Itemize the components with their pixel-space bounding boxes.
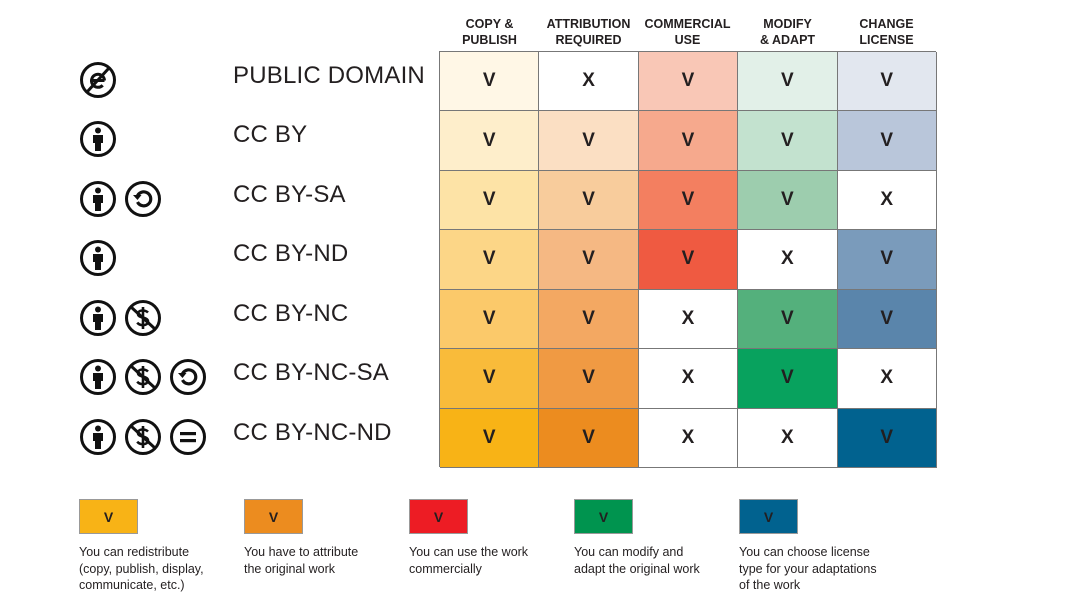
permission-cell: V — [738, 170, 838, 231]
attribution-icon — [79, 239, 117, 277]
column-header: ATTRIBUTION REQUIRED — [546, 17, 631, 47]
permission-cell: V — [440, 230, 540, 290]
license-label: CC BY-NC-ND — [233, 418, 392, 446]
license-icon-group — [79, 238, 117, 278]
no-derivatives-icon — [169, 418, 207, 456]
column-header: MODIFY & ADAPT — [759, 17, 816, 47]
license-icon-group — [79, 119, 117, 159]
non-commercial-icon — [124, 358, 162, 396]
permission-cell: V — [539, 289, 639, 350]
permission-cell: V — [539, 230, 639, 290]
share-alike-icon — [124, 180, 162, 218]
legend-text: You can use the work commercially — [409, 545, 529, 576]
attribution-icon — [79, 418, 117, 456]
permission-cell: X — [738, 230, 838, 290]
permission-cell: V — [638, 111, 739, 171]
permission-cell: X — [738, 408, 838, 468]
permission-cell: V — [638, 170, 739, 231]
permission-cell: V — [837, 52, 937, 112]
attribution-icon — [79, 358, 117, 396]
permission-cell: V — [440, 170, 540, 231]
column-header: CHANGE LICENSE — [859, 17, 914, 47]
legend-text: You have to attribute the original work — [244, 545, 359, 576]
legend-swatch: V — [409, 499, 468, 534]
license-label: PUBLIC DOMAIN — [233, 62, 425, 89]
permission-cell: V — [738, 52, 838, 112]
license-label: CC BY-SA — [233, 180, 346, 208]
permission-cell: V — [638, 52, 739, 112]
permission-cell: V — [837, 408, 937, 468]
license-label: CC BY-ND — [233, 240, 349, 268]
legend-swatch: V — [244, 499, 303, 534]
permission-cell: V — [638, 230, 739, 290]
license-label: CC BY-NC — [233, 299, 349, 327]
license-icon-group — [79, 60, 117, 100]
permission-cell: X — [539, 52, 639, 112]
share-alike-icon — [169, 358, 207, 396]
permission-cell: V — [539, 349, 639, 409]
permission-cell: X — [837, 349, 937, 409]
non-commercial-icon — [124, 418, 162, 456]
attribution-icon — [79, 299, 117, 337]
permission-cell: V — [837, 289, 937, 350]
permission-cell: V — [738, 289, 838, 350]
permission-cell: X — [638, 289, 739, 350]
permission-cell: V — [539, 170, 639, 231]
permission-cell: X — [837, 170, 937, 231]
column-header: COMMERCIAL USE — [644, 17, 731, 47]
license-label: CC BY-NC-SA — [233, 359, 390, 387]
attribution-icon — [79, 120, 117, 158]
attribution-icon — [79, 180, 117, 218]
permission-cell: X — [638, 408, 739, 468]
permission-cell: V — [440, 408, 540, 468]
legend-swatch: V — [574, 499, 633, 534]
permission-cell: V — [539, 408, 639, 468]
permission-cell: V — [440, 349, 540, 409]
license-icon-group — [79, 298, 162, 338]
public-domain-icon — [79, 61, 117, 99]
license-icon-group — [79, 179, 162, 219]
license-label: CC BY — [233, 121, 308, 149]
license-icon-group — [79, 357, 207, 397]
non-commercial-icon — [124, 299, 162, 337]
legend-text: You can redistribute (copy, publish, dis… — [79, 545, 204, 592]
permission-cell: V — [738, 349, 838, 409]
legend-swatch: V — [79, 499, 138, 534]
permission-cell: V — [738, 111, 838, 171]
permission-cell: V — [440, 289, 540, 350]
column-header: COPY & PUBLISH — [462, 17, 517, 47]
permission-cell: X — [638, 349, 739, 409]
legend-text: You can choose license type for your ada… — [739, 545, 877, 592]
permission-cell: V — [440, 52, 540, 112]
license-icon-group — [79, 417, 207, 457]
permission-cell: V — [837, 111, 937, 171]
permission-cell: V — [837, 230, 937, 290]
legend-swatch: V — [739, 499, 798, 534]
permission-cell: V — [539, 111, 639, 171]
permission-cell: V — [440, 111, 540, 171]
legend-text: You can modify and adapt the original wo… — [574, 545, 700, 576]
